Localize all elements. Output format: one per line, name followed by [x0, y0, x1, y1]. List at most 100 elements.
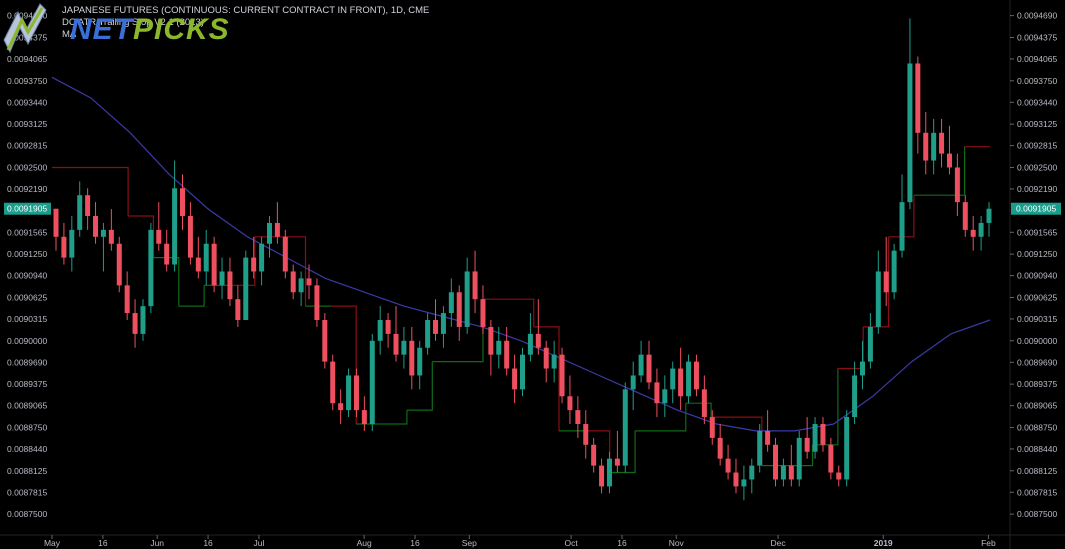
candle	[812, 417, 818, 459]
candle	[266, 216, 272, 258]
candle-body	[765, 430, 771, 445]
price-axis[interactable]: 0.0094690 0.0094375 0.0094065 0.0093750 0.00…	[7, 11, 1057, 520]
candle	[946, 125, 952, 175]
candle-body	[923, 132, 929, 161]
price-tick-label: 0.0094375	[1017, 32, 1057, 42]
candle-body	[164, 243, 170, 265]
candle	[733, 458, 739, 494]
candle-body	[512, 368, 518, 390]
candle	[899, 174, 905, 258]
candle	[456, 285, 462, 341]
left-price-tick-label: 0.0090625	[7, 292, 47, 302]
candle	[575, 396, 581, 438]
candle	[377, 306, 383, 355]
candle-body	[543, 347, 549, 369]
stop-segment	[787, 444, 814, 467]
stop-segment	[863, 236, 890, 328]
candle	[852, 361, 858, 424]
candle	[717, 424, 723, 466]
stop-segment	[229, 236, 256, 286]
candle-body	[828, 444, 834, 473]
candle-body	[591, 444, 597, 466]
candle	[757, 424, 763, 473]
candle-body	[140, 306, 146, 334]
date-axis[interactable]: May 16 Jun 16 Jul Aug 16 Sep Oct 16 Nov Dec 2019 Feb	[0, 534, 1065, 548]
candle-body	[148, 229, 154, 307]
candle-body	[701, 389, 707, 418]
candle-body	[978, 222, 984, 237]
candle	[804, 417, 810, 459]
left-price-tick-label: 0.0090315	[7, 314, 47, 324]
candle-body	[219, 271, 225, 286]
candle-body	[322, 320, 328, 362]
chart-header: JAPANESE FUTURES (CONTINUOUS: CURRENT CO…	[62, 5, 429, 41]
candle-body	[417, 347, 423, 376]
candle-body	[859, 361, 865, 376]
stop-segment	[102, 166, 129, 216]
candle-body	[551, 354, 557, 369]
candle-body	[559, 354, 565, 397]
netpicks-logo: NETPICKS	[3, 3, 229, 54]
candle-body	[306, 278, 312, 286]
candle	[274, 202, 280, 244]
price-tick-label: 0.0091250	[1017, 249, 1057, 259]
price-tick-label: 0.0093440	[1017, 97, 1057, 107]
candle	[630, 361, 636, 411]
price-tick-label: 0.0090315	[1017, 314, 1057, 324]
candle-body	[741, 479, 747, 487]
candle	[907, 18, 913, 210]
left-price-tick-label: 0.0094690	[7, 11, 47, 21]
candle-body	[235, 299, 241, 320]
candle	[654, 368, 660, 418]
candles	[53, 18, 992, 501]
candle-body	[401, 340, 407, 355]
candle-body	[788, 465, 794, 480]
candle	[875, 250, 881, 334]
stop-segment	[280, 236, 307, 307]
candle	[962, 195, 968, 237]
candle-body	[61, 236, 67, 258]
left-price-tick-label: 0.0089065	[7, 401, 47, 411]
candle-body	[970, 229, 976, 237]
candle	[330, 354, 336, 411]
left-price-tick-label: 0.0089375	[7, 379, 47, 389]
candle-body	[266, 222, 272, 244]
candle-body	[646, 354, 652, 383]
candle-body	[891, 250, 897, 293]
candle-body	[77, 195, 83, 230]
candle	[709, 410, 715, 445]
candle	[282, 229, 288, 279]
candle-body	[622, 389, 628, 466]
date-tick-label: Nov	[669, 538, 685, 548]
price-tick-label: 0.0093750	[1017, 76, 1057, 86]
price-tick-label: 0.0090625	[1017, 292, 1057, 302]
stop-segment	[406, 361, 433, 411]
candle-body	[385, 320, 391, 334]
candle	[243, 250, 249, 320]
candle-body	[85, 195, 91, 216]
left-price-tick-label: 0.0091250	[7, 249, 47, 259]
left-price-tick-label: 0.0089690	[7, 357, 47, 367]
stop-segment	[533, 326, 560, 431]
ma-title: MA	[62, 29, 77, 40]
candle	[338, 389, 344, 424]
candle	[116, 236, 122, 293]
candle-body	[780, 465, 786, 480]
candle	[583, 410, 589, 459]
candle	[148, 222, 154, 314]
candle	[385, 313, 391, 348]
candle	[978, 216, 984, 251]
stop-segment	[609, 430, 636, 474]
candle	[211, 236, 217, 293]
candle	[599, 458, 605, 494]
candle-body	[488, 326, 494, 355]
candle-body	[630, 375, 636, 390]
candle-body	[915, 63, 921, 133]
candle	[749, 458, 755, 494]
candle	[883, 236, 889, 307]
candle-body	[749, 465, 755, 480]
candle-body	[883, 271, 889, 293]
date-tick-label: Aug	[357, 538, 372, 548]
stop-segment	[888, 195, 915, 238]
